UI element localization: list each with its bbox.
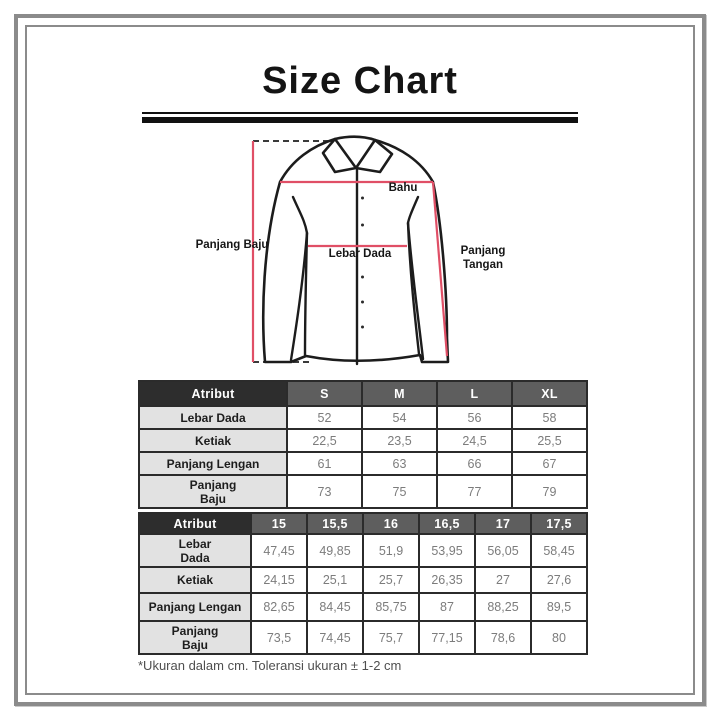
row-label-cell: Panjang Baju [138,620,252,655]
size-header-cell: 17 [474,512,532,535]
size-value-cell: 27,6 [530,566,588,594]
size-value-cell: 85,75 [362,592,420,622]
size-value-cell: 49,85 [306,533,364,568]
row-label-cell: Panjang Baju [138,474,288,509]
size-value-cell: 52 [286,405,363,430]
size-table-letter-sizes: Atribut S M L XL Lebar Dada 52 54 56 58 … [138,380,588,509]
size-value-cell: 78,6 [474,620,532,655]
size-value-cell: 58 [511,405,588,430]
size-value-cell: 58,45 [530,533,588,568]
size-table-collar-sizes: Atribut 15 15,5 16 16,5 17 17,5 Lebar Da… [138,512,588,655]
size-value-cell: 87 [418,592,476,622]
size-value-cell: 54 [361,405,438,430]
row-label-cell: Panjang Lengan [138,592,252,622]
shirt-illustration [251,135,450,366]
button-dot [361,325,364,329]
size-value-cell: 25,7 [362,566,420,594]
row-label-cell: Ketiak [138,566,252,594]
size-value-cell: 25,1 [306,566,364,594]
size-value-cell: 51,9 [362,533,420,568]
button-dot [361,300,364,304]
size-value-cell: 67 [511,451,588,476]
attribute-header-cell: Atribut [138,512,252,535]
size-value-cell: 73,5 [250,620,308,655]
size-header-cell: 16,5 [418,512,476,535]
size-value-cell: 80 [530,620,588,655]
size-value-cell: 61 [286,451,363,476]
size-value-cell: 24,5 [436,428,513,453]
table-row: Panjang Lengan 82,65 84,45 85,75 87 88,2… [138,592,588,622]
title-divider-thin [142,112,578,114]
size-value-cell: 79 [511,474,588,509]
row-label-cell: Lebar Dada [138,533,252,568]
size-value-cell: 56 [436,405,513,430]
measure-line-panjang-tangan [431,181,449,357]
size-value-cell: 24,15 [250,566,308,594]
collar-left-flap [321,137,358,174]
table-row: Lebar Dada 52 54 56 58 [138,405,588,430]
size-value-cell: 74,45 [306,620,364,655]
button-dot [361,196,364,200]
size-value-cell: 27 [474,566,532,594]
size-value-cell: 84,45 [306,592,364,622]
diagram-label-lebar-dada: Lebar Dada [328,248,392,260]
table-row: Panjang Baju 73 75 77 79 [138,474,588,509]
body-side-left [303,231,309,357]
diagram-label-bahu: Bahu [388,182,418,194]
shirt-measurement-diagram: Panjang Baju Bahu Lebar Dada Panjang Tan… [190,133,520,379]
size-value-cell: 73 [286,474,363,509]
size-header-cell: M [361,380,438,407]
size-value-cell: 77,15 [418,620,476,655]
diagram-label-panjang-baju: Panjang Baju [195,239,269,251]
body-side-right [406,221,421,356]
button-dot [361,275,364,279]
row-label-cell: Ketiak [138,428,288,453]
size-value-cell: 77 [436,474,513,509]
button-dot [361,223,364,227]
size-value-cell: 89,5 [530,592,588,622]
table-row: Ketiak 22,5 23,5 24,5 25,5 [138,428,588,453]
size-value-cell: 25,5 [511,428,588,453]
size-value-cell: 75,7 [362,620,420,655]
size-header-cell: L [436,380,513,407]
shirt-outline [261,135,450,364]
size-value-cell: 22,5 [286,428,363,453]
size-value-cell: 47,45 [250,533,308,568]
size-value-cell: 82,65 [250,592,308,622]
title-divider-thick [142,117,578,123]
table-row: Ketiak 24,15 25,1 25,7 26,35 27 27,6 [138,566,588,594]
outer-frame-border [14,14,706,706]
size-value-cell: 88,25 [474,592,532,622]
table-row: Panjang Baju 73,5 74,45 75,7 77,15 78,6 … [138,620,588,655]
size-value-cell: 63 [361,451,438,476]
size-value-cell: 26,35 [418,566,476,594]
size-header-cell: S [286,380,363,407]
size-header-cell: 16 [362,512,420,535]
inner-frame-border [25,25,695,695]
row-label-cell: Lebar Dada [138,405,288,430]
table-row: Panjang Lengan 61 63 66 67 [138,451,588,476]
size-header-cell: 15 [250,512,308,535]
diagram-label-panjang-tangan: Panjang Tangan [460,245,506,271]
size-header-cell: 17,5 [530,512,588,535]
measurement-footnote: *Ukuran dalam cm. Toleransi ukuran ± 1-2… [138,658,402,673]
size-value-cell: 53,95 [418,533,476,568]
size-header-cell: XL [511,380,588,407]
size-value-cell: 56,05 [474,533,532,568]
size-value-cell: 23,5 [361,428,438,453]
table-row: Lebar Dada 47,45 49,85 51,9 53,95 56,05 … [138,533,588,568]
row-label-cell: Panjang Lengan [138,451,288,476]
size-header-cell: 15,5 [306,512,364,535]
attribute-header-cell: Atribut [138,380,288,407]
page-title: Size Chart [262,60,458,102]
size-value-cell: 75 [361,474,438,509]
collar-right-flap [354,138,394,174]
size-value-cell: 66 [436,451,513,476]
